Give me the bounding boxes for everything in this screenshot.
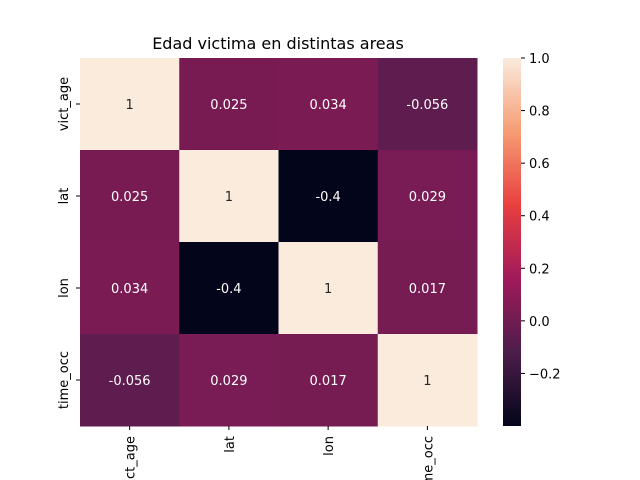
- chart-title: Edad victima en distintas areas: [152, 34, 404, 53]
- heatmap-cell: [377, 150, 478, 243]
- x-tick-label: time_occ: [421, 436, 436, 480]
- cell-annotation: 0.029: [210, 374, 247, 389]
- colorbar-tick-label: 0.4: [529, 210, 550, 225]
- heatmap-cell: [179, 58, 279, 151]
- x-tick-label: vict_age: [124, 436, 139, 480]
- y-tick-label: lon: [57, 278, 72, 298]
- colorbar-tick-label: 0.6: [529, 157, 550, 172]
- cell-annotation: 0.017: [310, 374, 347, 389]
- cell-annotation: -0.4: [216, 282, 241, 297]
- cell-annotation: 0.034: [310, 98, 347, 113]
- colorbar-tick-label: 0.8: [529, 105, 550, 120]
- heatmap-cell: [278, 58, 379, 151]
- y-tick-label: lat: [57, 188, 72, 205]
- heatmap-cell: [80, 242, 180, 335]
- cell-annotation: 0.034: [111, 282, 148, 297]
- colorbar-gradient: [503, 58, 521, 426]
- heatmap-cell: [179, 242, 279, 335]
- x-tick-label: lat: [223, 436, 238, 453]
- cell-annotation: 0.017: [409, 282, 446, 297]
- colorbar: −0.2 0.0 0.2 0.4 0.6 0.8 1.0: [503, 52, 561, 426]
- cell-annotation: 1: [324, 282, 332, 297]
- cell-annotation: 1: [125, 98, 133, 113]
- heatmap-cell: [179, 150, 279, 243]
- heatmap-cell: [278, 150, 379, 243]
- x-tick-labels: vict_age lat lon time_occ: [124, 426, 436, 480]
- heatmap-cell: [377, 334, 478, 427]
- cell-annotation: 0.025: [111, 190, 148, 205]
- cell-annotation: 0.029: [409, 190, 446, 205]
- cell-annotation: -0.4: [315, 190, 340, 205]
- y-tick-label: vict_age: [57, 77, 72, 131]
- cell-annotation: 1: [423, 374, 431, 389]
- heatmap-cell: [377, 242, 478, 335]
- cell-annotation: 0.025: [210, 98, 247, 113]
- colorbar-tick-label: −0.2: [529, 367, 561, 382]
- heatmap-cell: [80, 150, 180, 243]
- cell-annotation: -0.056: [109, 374, 151, 389]
- heatmap-cell: [179, 334, 279, 427]
- cell-annotation: -0.056: [406, 98, 448, 113]
- heatmap-cell: [377, 58, 478, 151]
- cell-annotation: 1: [225, 190, 233, 205]
- heatmap-cells: 1 0.025 0.034 -0.056 0.025 1 -0.4 0.029 0.034 -0.…: [80, 58, 478, 427]
- colorbar-tick-label: 0.0: [529, 315, 550, 330]
- colorbar-tick-label: 1.0: [529, 52, 550, 67]
- colorbar-tick-label: 0.2: [529, 262, 550, 277]
- heatmap-cell: [278, 334, 379, 427]
- x-tick-label: lon: [322, 436, 337, 456]
- heatmap-cell: [80, 58, 180, 151]
- y-tick-label: time_occ: [57, 351, 72, 409]
- heatmap-cell: [80, 334, 180, 427]
- heatmap-cell: [278, 242, 379, 335]
